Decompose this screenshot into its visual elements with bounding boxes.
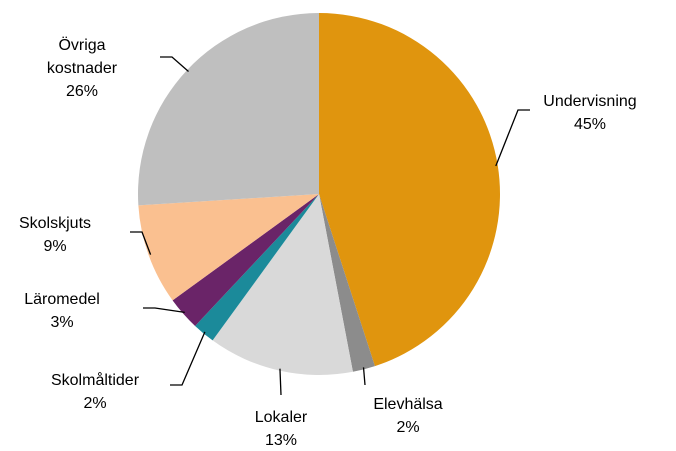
leader-line — [279, 368, 282, 396]
category-label: Elevhälsa — [373, 396, 443, 413]
leader-line — [362, 367, 366, 386]
value-label: 13% — [264, 432, 298, 449]
category-label: Skolmåltider — [50, 372, 140, 389]
value-label: 3% — [50, 314, 74, 331]
leader-line — [143, 307, 185, 314]
pie-slice — [319, 13, 501, 367]
category-label: Övriga kostnader — [46, 37, 118, 77]
value-label: 26% — [65, 83, 99, 100]
leader-line — [160, 56, 189, 72]
leader-line — [130, 231, 152, 255]
pie-slice — [172, 194, 319, 326]
pie-slice — [319, 194, 375, 372]
value-label: 9% — [43, 238, 67, 255]
category-label: Skolskjuts — [18, 215, 92, 232]
leader-line — [495, 109, 530, 167]
value-label: 2% — [396, 419, 420, 436]
category-label: Lokaler — [254, 409, 308, 426]
value-label: 45% — [573, 116, 607, 133]
leader-line — [170, 331, 206, 386]
pie-slice — [212, 194, 353, 376]
pie-slice — [138, 194, 319, 301]
category-label: Läromedel — [24, 291, 100, 308]
category-label: Undervisning — [543, 93, 637, 110]
pie-slice — [138, 13, 319, 206]
value-label: 2% — [83, 395, 107, 412]
pie-slice — [195, 194, 319, 341]
